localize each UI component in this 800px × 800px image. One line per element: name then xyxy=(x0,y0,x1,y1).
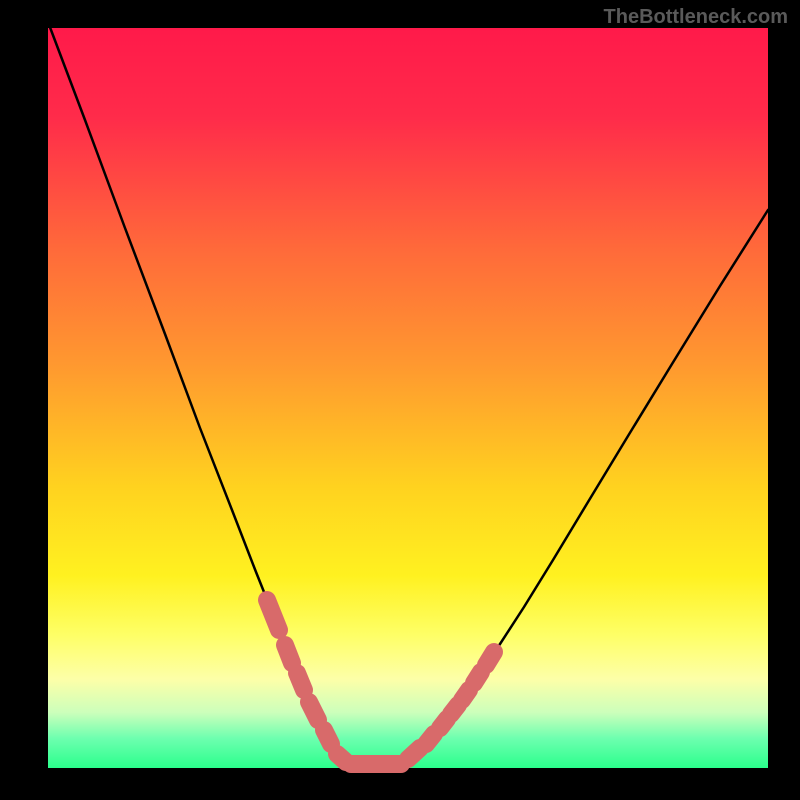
curve-marker xyxy=(285,645,292,663)
curve-marker xyxy=(267,600,279,630)
plot-area xyxy=(48,28,768,768)
curve-marker xyxy=(297,673,304,690)
curve-marker xyxy=(474,672,481,683)
curve-marker xyxy=(426,734,434,744)
curve-marker xyxy=(486,652,494,665)
watermark-text: TheBottleneck.com xyxy=(604,6,788,29)
curve-marker xyxy=(462,690,469,700)
curve-marker xyxy=(309,702,318,720)
curve-marker xyxy=(324,730,331,744)
chart-svg xyxy=(0,0,800,800)
curve-marker xyxy=(408,748,420,759)
chart-container: TheBottleneck.com xyxy=(0,0,800,800)
